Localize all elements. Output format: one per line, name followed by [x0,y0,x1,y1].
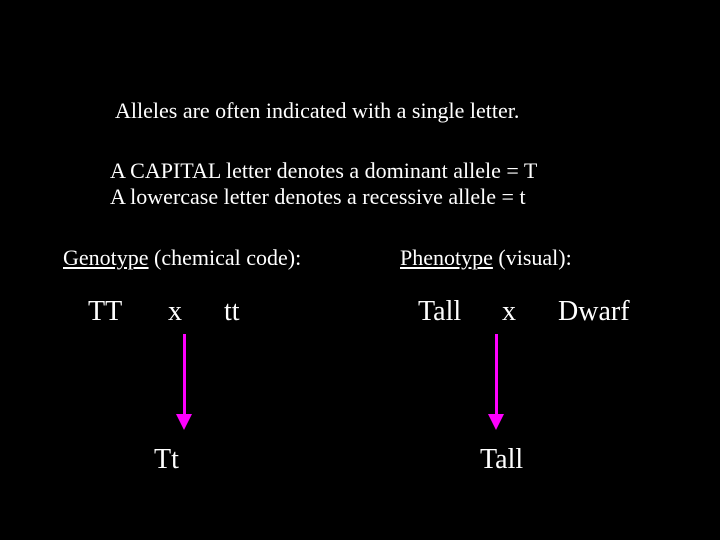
phenotype-heading-rest: (visual): [493,245,572,270]
down-arrow-icon [488,334,504,430]
intro-line-3: A lowercase letter denotes a recessive a… [110,184,526,210]
phenotype-parent2: Dwarf [558,296,630,328]
slide: Alleles are often indicated with a singl… [0,0,720,540]
phenotype-heading: Phenotype (visual): [400,245,572,271]
phenotype-heading-underlined: Phenotype [400,245,493,270]
genotype-parent1: TT [88,296,122,328]
phenotype-offspring: Tall [480,444,523,476]
intro-line-1: Alleles are often indicated with a singl… [115,98,519,124]
genotype-offspring: Tt [154,444,179,476]
genotype-cross-symbol: x [168,296,182,328]
genotype-parent2: tt [224,296,240,328]
phenotype-cross-symbol: x [502,296,516,328]
genotype-heading-underlined: Genotype [63,245,149,270]
genotype-heading: Genotype (chemical code): [63,245,301,271]
genotype-heading-rest: (chemical code): [149,245,302,270]
phenotype-parent1: Tall [418,296,461,328]
intro-line-2: A CAPITAL letter denotes a dominant alle… [110,158,537,184]
down-arrow-icon [176,334,192,430]
